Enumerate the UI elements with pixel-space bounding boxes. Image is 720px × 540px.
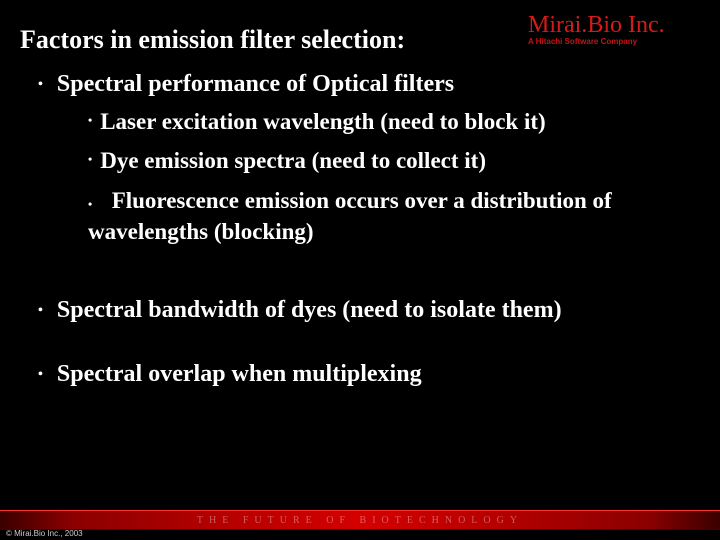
bullet-text: Spectral performance of Optical filters xyxy=(57,71,454,98)
content-area: • Spectral performance of Optical filter… xyxy=(20,55,700,390)
bullet-text: Spectral overlap when multiplexing xyxy=(57,361,422,388)
company-name: Mirai.Bio Inc. xyxy=(528,12,700,39)
spacer xyxy=(38,257,700,297)
bullet-level1: • Spectral overlap when multiplexing xyxy=(38,361,700,389)
company-block: Mirai.Bio Inc. A Hitachi Software Compan… xyxy=(520,12,700,46)
bullet-text: Fluorescence emission occurs over a dist… xyxy=(88,188,612,244)
bullet-dot-icon: • xyxy=(38,361,43,389)
footer: The Future of Biotechnology © Mirai.Bio … xyxy=(0,502,720,540)
bullet-text: Spectral bandwidth of dyes (need to isol… xyxy=(57,297,562,324)
spacer xyxy=(38,333,700,361)
bullet-text: Laser excitation wavelength (need to blo… xyxy=(100,107,545,137)
header: Factors in emission filter selection: Mi… xyxy=(20,12,700,55)
bullet-dot-icon: • xyxy=(88,146,92,172)
bullet-dot-icon: • xyxy=(88,107,92,133)
bullet-level1: • Spectral performance of Optical filter… xyxy=(38,71,700,99)
bullet-level1: • Spectral bandwidth of dyes (need to is… xyxy=(38,297,700,325)
bullet-text: Dye emission spectra (need to collect it… xyxy=(100,146,486,176)
bullet-level2: • Laser excitation wavelength (need to b… xyxy=(88,107,700,137)
copyright-text: © Mirai.Bio Inc., 2003 xyxy=(6,529,83,538)
slide-title: Factors in emission filter selection: xyxy=(20,12,405,55)
slide-root: Factors in emission filter selection: Mi… xyxy=(0,0,720,540)
footer-band xyxy=(0,510,720,530)
bullet-dot-icon: • xyxy=(38,297,43,325)
company-tagline: A Hitachi Software Company xyxy=(528,37,700,46)
bullet-dot-icon: • xyxy=(38,71,43,99)
bullet-level2: • Fluorescence emission occurs over a di… xyxy=(88,186,668,247)
bullet-level2: • Dye emission spectra (need to collect … xyxy=(88,146,700,176)
bullet-dot-icon: • xyxy=(88,197,92,211)
